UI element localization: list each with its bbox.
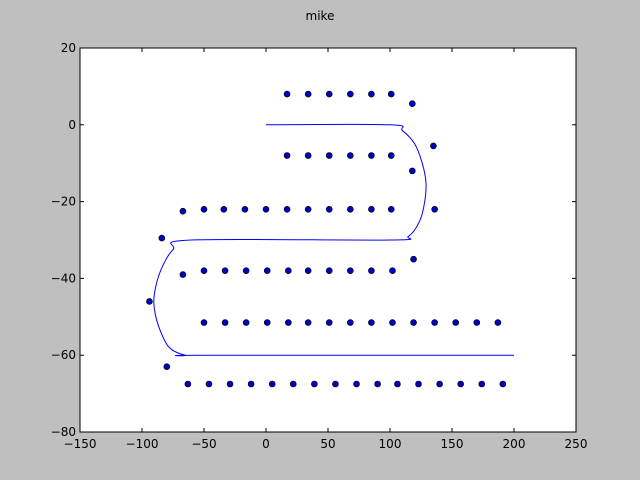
scatter-point bbox=[220, 205, 228, 213]
scatter-point bbox=[353, 380, 360, 388]
scatter-point bbox=[431, 205, 438, 213]
scatter-point bbox=[457, 380, 464, 388]
scatter-point bbox=[332, 380, 339, 388]
scatter-point bbox=[325, 152, 333, 159]
scatter-point bbox=[325, 267, 333, 275]
scatter-point bbox=[368, 152, 375, 159]
scatter-point bbox=[368, 205, 375, 213]
scatter-point bbox=[409, 167, 416, 175]
scatter-point bbox=[431, 319, 438, 326]
scatter-point bbox=[347, 90, 354, 98]
y-tick-label: −60 bbox=[51, 348, 76, 362]
scatter-point bbox=[283, 90, 291, 98]
scatter-point bbox=[478, 380, 486, 388]
scatter-point bbox=[347, 319, 354, 326]
scatter-point bbox=[179, 271, 187, 278]
scatter-point bbox=[200, 267, 208, 275]
y-tick-label: −80 bbox=[51, 425, 76, 439]
x-tick-label: 100 bbox=[379, 437, 402, 451]
x-tick-label: 150 bbox=[441, 437, 464, 451]
scatter-point bbox=[325, 205, 333, 213]
x-tick-label: −150 bbox=[64, 437, 97, 451]
scatter-point bbox=[311, 380, 318, 388]
scatter-point bbox=[452, 319, 460, 326]
scatter-point bbox=[436, 380, 443, 388]
scatter-point bbox=[304, 90, 312, 98]
scatter-point bbox=[163, 363, 171, 371]
scatter-point bbox=[242, 267, 250, 275]
scatter-point bbox=[387, 90, 395, 98]
scatter-point bbox=[205, 380, 213, 388]
scatter-point bbox=[387, 152, 395, 159]
axis-ticks: −150 −100 −50 0 50 100 150 200 250200−20−40−60−8… bbox=[51, 41, 588, 451]
scatter-point bbox=[494, 319, 502, 326]
scatter-point bbox=[263, 267, 271, 275]
scatter-point bbox=[241, 205, 249, 213]
scatter-point bbox=[410, 319, 417, 326]
scatter-point bbox=[389, 267, 396, 275]
scatter-point bbox=[387, 205, 395, 213]
scatter-point bbox=[368, 267, 375, 275]
scatter-point bbox=[347, 267, 354, 275]
plot-area bbox=[146, 90, 514, 388]
scatter-point bbox=[226, 380, 234, 388]
scatter-point bbox=[304, 152, 312, 159]
scatter-point bbox=[242, 319, 250, 326]
scatter-point bbox=[347, 152, 354, 159]
scatter-point bbox=[304, 319, 312, 326]
scatter-point bbox=[283, 205, 291, 213]
scatter-point bbox=[263, 319, 271, 326]
scatter-point bbox=[394, 380, 401, 388]
x-tick-label: 250 bbox=[565, 437, 588, 451]
scatter-point bbox=[325, 319, 333, 326]
scatter-point bbox=[200, 319, 208, 326]
x-tick-label: −50 bbox=[191, 437, 216, 451]
scatter-point bbox=[389, 319, 396, 326]
scatter-point bbox=[289, 380, 297, 388]
scatter-point bbox=[473, 319, 481, 326]
scatter-point bbox=[374, 380, 381, 388]
chart-title: mike bbox=[306, 9, 335, 23]
y-tick-label: −40 bbox=[51, 271, 76, 285]
scatter-point bbox=[347, 205, 354, 213]
scatter-point bbox=[430, 142, 437, 150]
scatter-point bbox=[304, 205, 312, 213]
x-tick-label: 0 bbox=[262, 437, 270, 451]
scatter-point bbox=[285, 267, 292, 275]
scatter-point bbox=[368, 319, 375, 326]
scatter-point bbox=[325, 90, 333, 98]
scatter-point bbox=[268, 380, 276, 388]
scatter-point bbox=[499, 380, 507, 388]
scatter-point bbox=[262, 205, 270, 213]
y-tick-label: 0 bbox=[68, 118, 76, 132]
scatter-point bbox=[410, 255, 417, 263]
scatter-point bbox=[200, 205, 208, 213]
scatter-point bbox=[368, 90, 375, 98]
scatter-point bbox=[146, 298, 153, 305]
scatter-point bbox=[283, 152, 291, 159]
scatter-point bbox=[158, 234, 166, 242]
y-tick-label: 20 bbox=[61, 41, 76, 55]
scatter-point bbox=[247, 380, 255, 388]
scatter-point bbox=[179, 207, 187, 215]
scatter-point bbox=[184, 380, 192, 388]
x-tick-label: −100 bbox=[126, 437, 159, 451]
scatter-point bbox=[409, 100, 416, 107]
axes-frame bbox=[79, 47, 577, 433]
scatter-point bbox=[221, 319, 229, 326]
scatter-point bbox=[221, 267, 229, 275]
x-tick-label: 50 bbox=[320, 437, 335, 451]
series-line bbox=[153, 123, 514, 357]
x-tick-label: 200 bbox=[503, 437, 526, 451]
scatter-point bbox=[415, 380, 422, 388]
scatter-point bbox=[285, 319, 292, 326]
scatter-point bbox=[304, 267, 312, 275]
y-tick-label: −20 bbox=[51, 195, 76, 209]
